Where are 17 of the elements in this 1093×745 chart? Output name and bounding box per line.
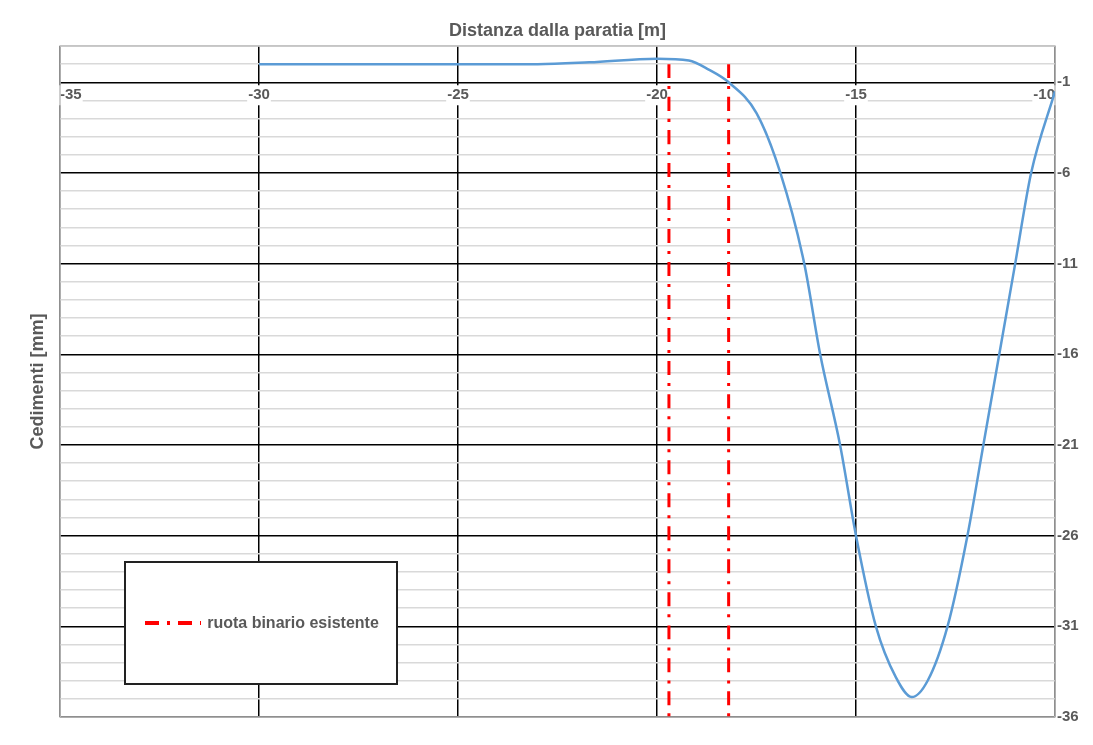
y-tick-label: -11: [1057, 253, 1078, 271]
y-tick-label: -6: [1057, 163, 1071, 181]
y-tick-label: -16: [1057, 344, 1079, 362]
x-tick-label: -20: [646, 85, 668, 103]
x-tick-label: -30: [248, 85, 270, 103]
x-tick-label: -35: [60, 85, 82, 103]
y-tick-label: -1: [1057, 72, 1071, 90]
y-tick-label: -36: [1057, 707, 1079, 725]
legend-label: ruota binario esistente: [207, 614, 379, 632]
y-tick-label: -31: [1057, 616, 1079, 634]
y-axis-title: Cedimenti [mm]: [26, 313, 47, 450]
x-tick-label: -25: [447, 85, 469, 103]
x-tick-label: -15: [845, 85, 867, 103]
x-axis-title: Distanza dalla paratia [m]: [448, 19, 667, 40]
legend: ruota binario esistente: [124, 561, 398, 685]
y-tick-label: -26: [1057, 525, 1079, 543]
y-tick-label: -21: [1057, 435, 1079, 453]
